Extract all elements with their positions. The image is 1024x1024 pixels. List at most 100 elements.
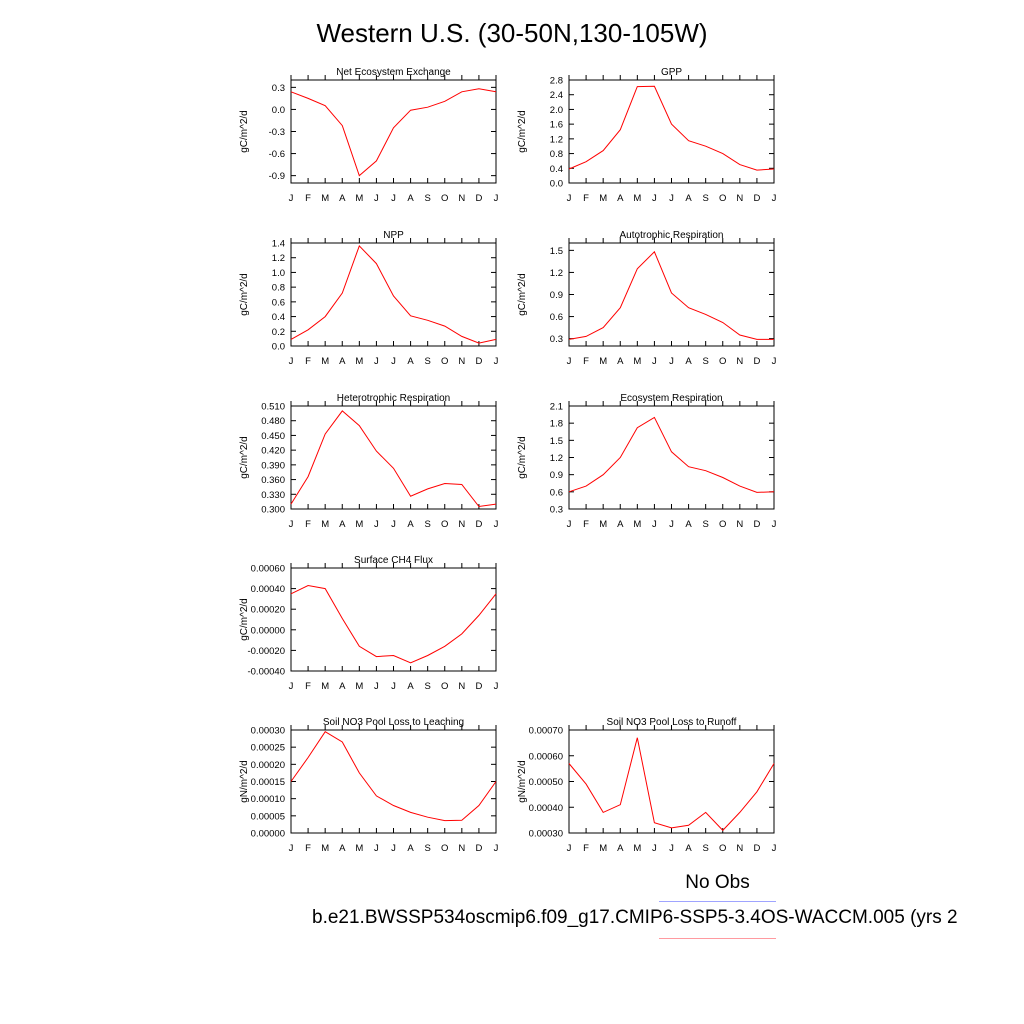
x-tick-label: M: [355, 356, 363, 367]
x-tick-label: A: [685, 356, 692, 367]
figure-title: Western U.S. (30-50N,130-105W): [316, 18, 708, 48]
x-tick-label: M: [355, 519, 363, 530]
y-tick-label: 0.480: [261, 416, 285, 427]
panel-title: Autotrophic Respiration: [620, 230, 724, 241]
x-tick-label: A: [617, 519, 624, 530]
x-tick-label: A: [339, 681, 346, 692]
x-tick-label: J: [567, 519, 572, 530]
y-axis-label: gC/m^2/d: [517, 110, 528, 153]
x-tick-label: J: [669, 356, 674, 367]
x-tick-label: J: [669, 519, 674, 530]
x-tick-label: N: [458, 193, 465, 204]
y-axis-label: gC/m^2/d: [239, 598, 250, 641]
x-tick-label: M: [321, 681, 329, 692]
series-line: [568, 85, 775, 171]
y-tick-label: 0.6: [272, 297, 285, 308]
y-tick-label: 0.00015: [251, 777, 285, 788]
y-tick-label: 0.00070: [529, 726, 563, 737]
x-tick-label: N: [458, 356, 465, 367]
x-tick-label: M: [599, 519, 607, 530]
y-tick-label: 0.4: [272, 312, 285, 323]
panel-title: Soil NO3 Pool Loss to Leaching: [323, 717, 464, 728]
x-tick-label: J: [391, 519, 396, 530]
x-tick-label: O: [719, 193, 726, 204]
y-tick-label: 1.5: [550, 436, 563, 447]
chart-panel: Heterotrophic Respiration gC/m^2/d 0.510 0.…: [239, 393, 499, 530]
y-tick-label: 0.00025: [251, 743, 285, 754]
x-tick-label: J: [494, 843, 499, 854]
x-tick-label: A: [685, 193, 692, 204]
y-tick-label: 0.00030: [251, 726, 285, 737]
chart-panel: Soil NO3 Pool Loss to RunoffgN/m^2/d0.00…: [517, 717, 777, 854]
x-tick-label: S: [424, 843, 430, 854]
y-tick-label: 0.390: [261, 460, 285, 471]
x-tick-label: A: [407, 843, 414, 854]
x-tick-label: F: [583, 193, 589, 204]
x-tick-label: J: [374, 681, 379, 692]
x-tick-label: A: [339, 356, 346, 367]
y-tick-label: -0.9: [269, 171, 285, 182]
x-tick-label: M: [633, 519, 641, 530]
x-tick-label: O: [441, 681, 448, 692]
x-tick-label: J: [652, 843, 657, 854]
y-tick-label: 0.9: [550, 290, 563, 301]
x-tick-label: M: [599, 193, 607, 204]
y-tick-label: 0.0: [550, 179, 563, 190]
y-tick-label: 0.330: [261, 490, 285, 501]
x-tick-label: J: [669, 193, 674, 204]
y-tick-label: 0.4: [550, 164, 563, 175]
x-tick-label: J: [567, 193, 572, 204]
y-tick-label: 0.3: [550, 334, 563, 345]
y-tick-label: 2.1: [550, 402, 563, 413]
x-tick-label: M: [321, 356, 329, 367]
x-tick-label: F: [583, 843, 589, 854]
y-tick-label: 0.3: [272, 83, 285, 94]
x-tick-label: M: [355, 843, 363, 854]
x-tick-label: O: [719, 519, 726, 530]
y-tick-label: 0.6: [550, 487, 563, 498]
x-tick-label: N: [458, 519, 465, 530]
x-tick-label: S: [702, 843, 708, 854]
x-tick-label: M: [355, 681, 363, 692]
y-axis-label: gC/m^2/d: [517, 436, 528, 479]
x-tick-label: M: [321, 519, 329, 530]
x-tick-label: J: [652, 193, 657, 204]
y-tick-label: 0.450: [261, 431, 285, 442]
x-tick-label: N: [736, 519, 743, 530]
y-tick-label: 0.0: [272, 342, 285, 353]
panel-title: Soil NO3 Pool Loss to Runoff: [607, 717, 737, 728]
x-tick-label: J: [494, 193, 499, 204]
panel-title: Surface CH4 Flux: [354, 555, 433, 566]
x-tick-label: M: [633, 356, 641, 367]
series-line: [568, 737, 775, 832]
x-tick-label: S: [702, 519, 708, 530]
x-tick-label: A: [339, 193, 346, 204]
y-tick-label: 0.00060: [529, 751, 563, 762]
y-axis-label: gN/m^2/d: [239, 760, 250, 803]
y-tick-label: 1.4: [272, 239, 285, 250]
y-tick-label: 0.9: [550, 470, 563, 481]
y-tick-label: 0.00000: [251, 829, 285, 840]
y-axis-label: gC/m^2/d: [239, 110, 250, 153]
x-tick-label: J: [374, 843, 379, 854]
x-tick-label: F: [583, 356, 589, 367]
plot-frame: [568, 729, 775, 834]
y-tick-label: 0.00050: [529, 777, 563, 788]
y-tick-label: 0.00000: [251, 625, 285, 636]
y-tick-label: -0.6: [269, 149, 285, 160]
x-tick-label: J: [652, 356, 657, 367]
plot-frame: [290, 242, 497, 347]
y-tick-label: 1.2: [272, 253, 285, 264]
chart-panel: Ecosystem Respiration gC/m^2/d 2.1 1.8 1.5 1.…: [517, 393, 777, 530]
x-tick-label: S: [424, 356, 430, 367]
x-tick-label: J: [289, 843, 294, 854]
panel-title: Ecosystem Respiration: [620, 393, 722, 404]
x-tick-label: F: [305, 681, 311, 692]
x-tick-label: J: [567, 843, 572, 854]
x-tick-label: S: [702, 356, 708, 367]
x-tick-label: O: [441, 519, 448, 530]
x-tick-label: S: [424, 681, 430, 692]
x-tick-label: M: [633, 843, 641, 854]
y-tick-label: 0.420: [261, 446, 285, 457]
